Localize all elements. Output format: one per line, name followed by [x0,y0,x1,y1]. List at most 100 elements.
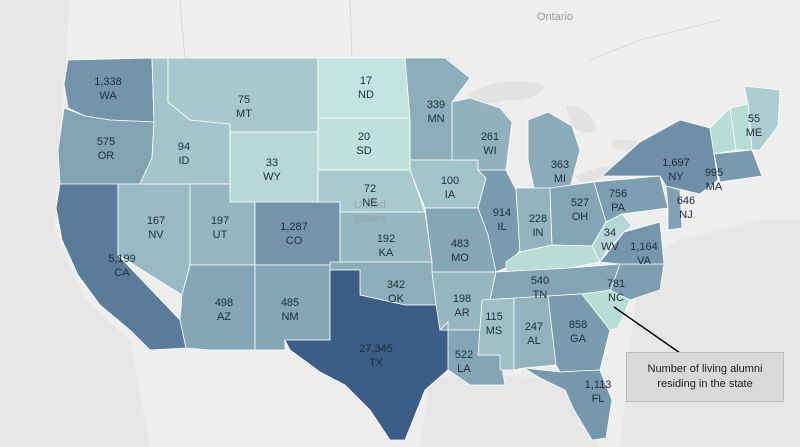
state-label-KA: 192 KA [377,233,395,259]
state-label-AR: 198 AR [453,293,471,319]
state-abbr-OK: OK [388,293,405,305]
state-label-IN: 228 IN [529,213,547,239]
state-label-FL: 1,113 FL [585,379,612,405]
state-value-TX: 27,345 [359,343,393,355]
state-value-VA: 1,164 [630,241,658,253]
state-abbr-CO: CO [286,235,303,247]
state-abbr-OH: OH [572,211,589,223]
state-abbr-ND: ND [358,89,374,101]
state-MI [527,111,581,189]
state-abbr-NM: NM [281,311,298,323]
state-PA [593,175,669,223]
state-AL [513,295,557,371]
state-label-NY: 1,697 NY [662,157,690,183]
state-abbr-WA: WA [99,90,117,102]
state-abbr-NE: NE [362,197,377,209]
state-abbr-NV: NV [148,229,164,241]
state-abbr-VA: VA [637,255,652,267]
state-value-ME: 55 [748,113,760,125]
state-label-AZ: 498 AZ [215,297,233,323]
state-label-NJ: 646 NJ [677,195,695,221]
state-label-UT: 197 UT [211,215,229,241]
state-label-IL: 914 IL [493,207,511,233]
state-label-GA: 858 GA [569,319,587,345]
state-value-AL: 247 [525,321,543,333]
state-value-MN: 339 [427,99,445,111]
state-label-TN: 540 TN [531,275,549,301]
state-label-WY: 33 WY [263,157,281,183]
state-value-NY: 1,697 [662,157,690,169]
state-value-OK: 342 [387,279,405,291]
state-value-FL: 1,113 [585,379,612,391]
state-abbr-TN: TN [533,289,548,301]
state-label-LA: 522 LA [455,349,473,375]
state-abbr-AR: AR [454,307,469,319]
state-value-WV: 34 [604,227,616,239]
state-value-ND: 17 [360,75,372,87]
state-abbr-MI: MI [554,173,566,185]
state-abbr-WV: WV [601,241,619,253]
state-abbr-PA: PA [611,202,626,214]
state-abbr-OR: OR [98,150,115,162]
state-label-IA: 100 IA [441,175,459,201]
state-label-NV: 167 NV [147,215,165,241]
state-TX [284,269,451,441]
state-label-NM: 485 NM [281,297,299,323]
state-CO [254,201,341,266]
state-label-SD: 20 SD [356,131,371,157]
state-abbr-NY: NY [668,171,684,183]
state-value-MT: 75 [238,94,250,106]
state-abbr-ID: ID [179,155,190,167]
state-label-MI: 363 MI [551,159,569,185]
state-abbr-NC: NC [608,292,624,304]
state-label-NE: 72 NE [362,183,377,209]
callout-leader-line [613,306,681,354]
state-value-NJ: 646 [677,195,695,207]
state-value-MS: 115 [485,311,503,323]
state-value-IL: 914 [493,207,511,219]
country-label-line2: States [354,213,386,225]
state-abbr-MS: MS [486,325,503,337]
state-value-NV: 167 [147,215,165,227]
state-ND [317,57,411,119]
state-label-OK: 342 OK [387,279,405,305]
state-abbr-FL: FL [592,393,605,405]
state-ME [743,85,781,151]
state-abbr-GA: GA [570,333,587,345]
state-label-CO: 1,287 CO [280,221,308,247]
state-FL [523,367,613,441]
state-abbr-ME: ME [746,127,763,139]
state-value-NE: 72 [364,183,376,195]
state-abbr-WI: WI [483,145,496,157]
state-abbr-MO: MO [451,252,469,264]
state-abbr-MN: MN [427,113,444,125]
state-IL [477,169,521,273]
state-abbr-WY: WY [263,171,281,183]
state-label-OH: 527 OH [571,197,589,223]
state-abbr-TX: TX [369,357,384,369]
state-value-OH: 527 [571,197,589,209]
state-abbr-SD: SD [356,145,371,157]
state-value-MA: 995 [705,167,723,179]
state-abbr-AZ: AZ [217,311,231,323]
state-value-PA: 756 [609,188,627,200]
state-value-CO: 1,287 [280,221,308,233]
annotation-callout: Number of living alumni residing in the … [626,352,784,402]
state-value-WY: 33 [266,157,278,169]
state-value-SD: 20 [358,131,370,143]
state-abbr-IA: IA [445,189,456,201]
state-abbr-LA: LA [457,363,471,375]
state-value-IN: 228 [529,213,547,225]
state-abbr-KA: KA [379,247,394,259]
state-abbr-NJ: NJ [679,209,692,221]
state-abbr-IN: IN [533,227,544,239]
state-label-VA: 1,164 VA [630,241,658,267]
state-label-WA: 1,338 WA [94,76,122,102]
state-abbr-AL: AL [527,335,540,347]
state-value-UT: 197 [211,215,229,227]
state-label-ME: 55 ME [746,113,763,139]
state-label-MN: 339 MN [427,99,445,125]
state-value-ID: 94 [178,141,190,153]
state-value-OR: 575 [97,136,115,148]
state-value-GA: 858 [569,319,587,331]
